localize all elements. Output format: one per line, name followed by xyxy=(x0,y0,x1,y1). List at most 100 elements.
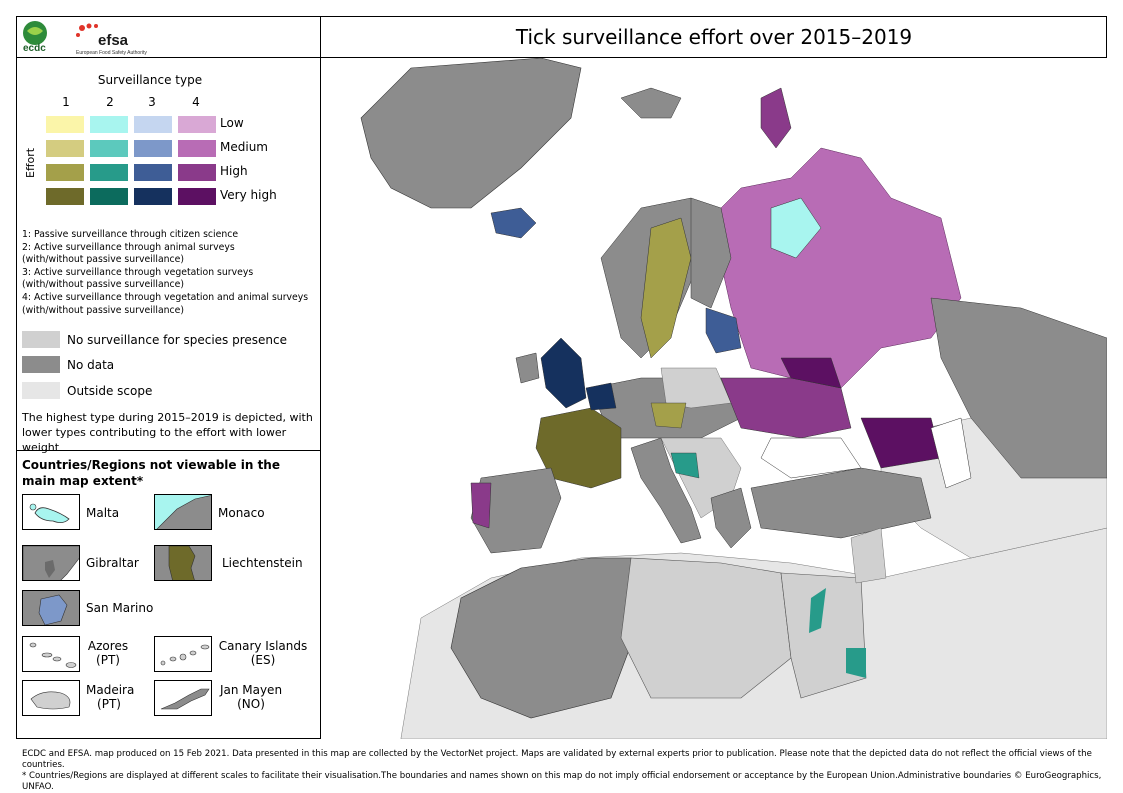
ecdc-logo-text: ecdc xyxy=(23,43,46,54)
type-number: 3 xyxy=(148,95,156,109)
legend-swatch-type2-1 xyxy=(90,140,128,157)
regions-heading: Countries/Regions not viewable in the ma… xyxy=(22,458,280,488)
libya xyxy=(620,557,792,699)
legend-note: The highest type during 2015–2019 is dep… xyxy=(22,411,313,454)
map-title: Tick surveillance effort over 2015–2019 xyxy=(515,25,913,49)
definition-line: 3: Active surveillance through vegetatio… xyxy=(22,266,254,278)
maghreb xyxy=(450,557,642,719)
moscow-region xyxy=(770,197,822,259)
legend-swatch-type2-0 xyxy=(90,116,128,133)
ireland xyxy=(515,352,540,384)
legend-swatch-type4-0 xyxy=(178,116,216,133)
sweden xyxy=(640,217,692,359)
greenland xyxy=(360,58,582,209)
benelux xyxy=(585,382,617,411)
finland xyxy=(690,197,732,309)
definition-line: 1: Passive surveillance through citizen … xyxy=(22,229,239,240)
legend-swatch-type4-2 xyxy=(178,164,216,181)
levant xyxy=(850,527,887,584)
canary-label: Canary Islands (ES) xyxy=(218,639,308,667)
header-divider xyxy=(16,16,1107,58)
effort-axis-label: Effort xyxy=(24,147,37,178)
type-number: 2 xyxy=(106,95,114,109)
canary-country: (ES) xyxy=(250,653,276,667)
iceland xyxy=(490,207,537,239)
jan-mayen-country: (NO) xyxy=(237,697,265,711)
europe-map xyxy=(321,58,1107,739)
legend-panel xyxy=(16,16,321,739)
efsa-logo-text: efsa xyxy=(98,32,129,49)
efsa-logo: efsa European Food Safety Authority xyxy=(76,23,147,56)
egypt xyxy=(780,572,867,699)
legend-swatch-type3-1 xyxy=(134,140,172,157)
monaco-label: Monaco xyxy=(218,506,265,520)
inset-san-marino xyxy=(22,590,80,626)
level-low: Low xyxy=(220,116,244,130)
legend-swatch-type1-3 xyxy=(46,188,84,205)
logos: ecdc efsa European Food Safety Authority xyxy=(18,18,158,58)
legend-swatch-type3-3 xyxy=(134,188,172,205)
inset-monaco xyxy=(154,494,212,530)
footer-credit: ECDC and EFSA. map produced on 15 Feb 20… xyxy=(22,749,1092,770)
greece xyxy=(710,487,752,549)
level-very-high: Very high xyxy=(220,188,277,202)
black-sea xyxy=(760,437,862,479)
belarus xyxy=(780,357,842,389)
legend-swatch-type1-1 xyxy=(46,140,84,157)
gibraltar-label: Gibraltar xyxy=(86,556,139,570)
footer-disclaimer: * Countries/Regions are displayed at dif… xyxy=(22,771,1102,792)
level-medium: Medium xyxy=(220,140,268,154)
outside-scope-swatch xyxy=(22,382,60,399)
no-surveillance-swatch xyxy=(22,331,60,348)
efsa-subtitle: European Food Safety Authority xyxy=(76,50,147,56)
surveillance-type-heading: Surveillance type xyxy=(97,73,203,87)
inset-azores xyxy=(22,636,80,672)
legend-swatch-type4-1 xyxy=(178,140,216,157)
portugal xyxy=(470,482,492,529)
inset-liechtenstein xyxy=(154,545,212,581)
no-data-label: No data xyxy=(67,358,115,372)
madeira-label: Madeira (PT) xyxy=(86,683,135,711)
inset-canary-islands xyxy=(154,636,212,672)
spain xyxy=(470,467,562,554)
egypt-highlight xyxy=(846,648,866,678)
definition-line: 2: Active surveillance through animal su… xyxy=(22,241,235,253)
canary-name: Canary Islands xyxy=(218,639,308,653)
san-marino-label: San Marino xyxy=(86,601,154,615)
type-definitions: 1: Passive surveillance through citizen … xyxy=(22,229,317,317)
jan-mayen-label: Jan Mayen (NO) xyxy=(218,683,284,711)
baltics xyxy=(705,307,742,354)
jan-mayen-name: Jan Mayen xyxy=(219,683,283,697)
ecdc-logo: ecdc efsa European Food Safety Authority xyxy=(23,21,147,56)
france xyxy=(535,407,622,489)
madeira-country: (PT) xyxy=(97,697,121,711)
inset-jan-mayen xyxy=(154,680,212,716)
croatia xyxy=(670,452,700,479)
inset-madeira xyxy=(22,680,80,716)
kazakhstan xyxy=(930,297,1107,479)
liechtenstein-label: Liechtenstein xyxy=(222,556,303,570)
madeira-name: Madeira xyxy=(86,683,135,697)
outside-scope-label: Outside scope xyxy=(67,384,153,398)
no-surveillance-label: No surveillance for species presence xyxy=(67,333,288,347)
legend-swatch-type3-2 xyxy=(134,164,172,181)
legend-swatch-type4-3 xyxy=(178,188,216,205)
type-number: 4 xyxy=(192,95,200,109)
inset-gibraltar xyxy=(22,545,80,581)
legend-swatch-type3-0 xyxy=(134,116,172,133)
definition-line: (with/without passive surveillance) xyxy=(22,279,185,291)
definition-line: (with/without passive surveillance) xyxy=(22,304,185,316)
legend-swatch-type2-3 xyxy=(90,188,128,205)
svalbard xyxy=(620,87,682,119)
definition-line: (with/without passive surveillance) xyxy=(22,254,185,266)
azores-name: Azores xyxy=(87,639,129,653)
novaya-zemlya xyxy=(760,87,792,149)
legend-separator xyxy=(16,450,321,451)
great-britain xyxy=(540,337,587,409)
type-number: 1 xyxy=(62,95,70,109)
malta-label: Malta xyxy=(86,506,120,520)
legend-swatch-type1-2 xyxy=(46,164,84,181)
egypt-highlight xyxy=(809,588,826,633)
italy xyxy=(630,437,702,544)
czechia xyxy=(650,402,687,429)
